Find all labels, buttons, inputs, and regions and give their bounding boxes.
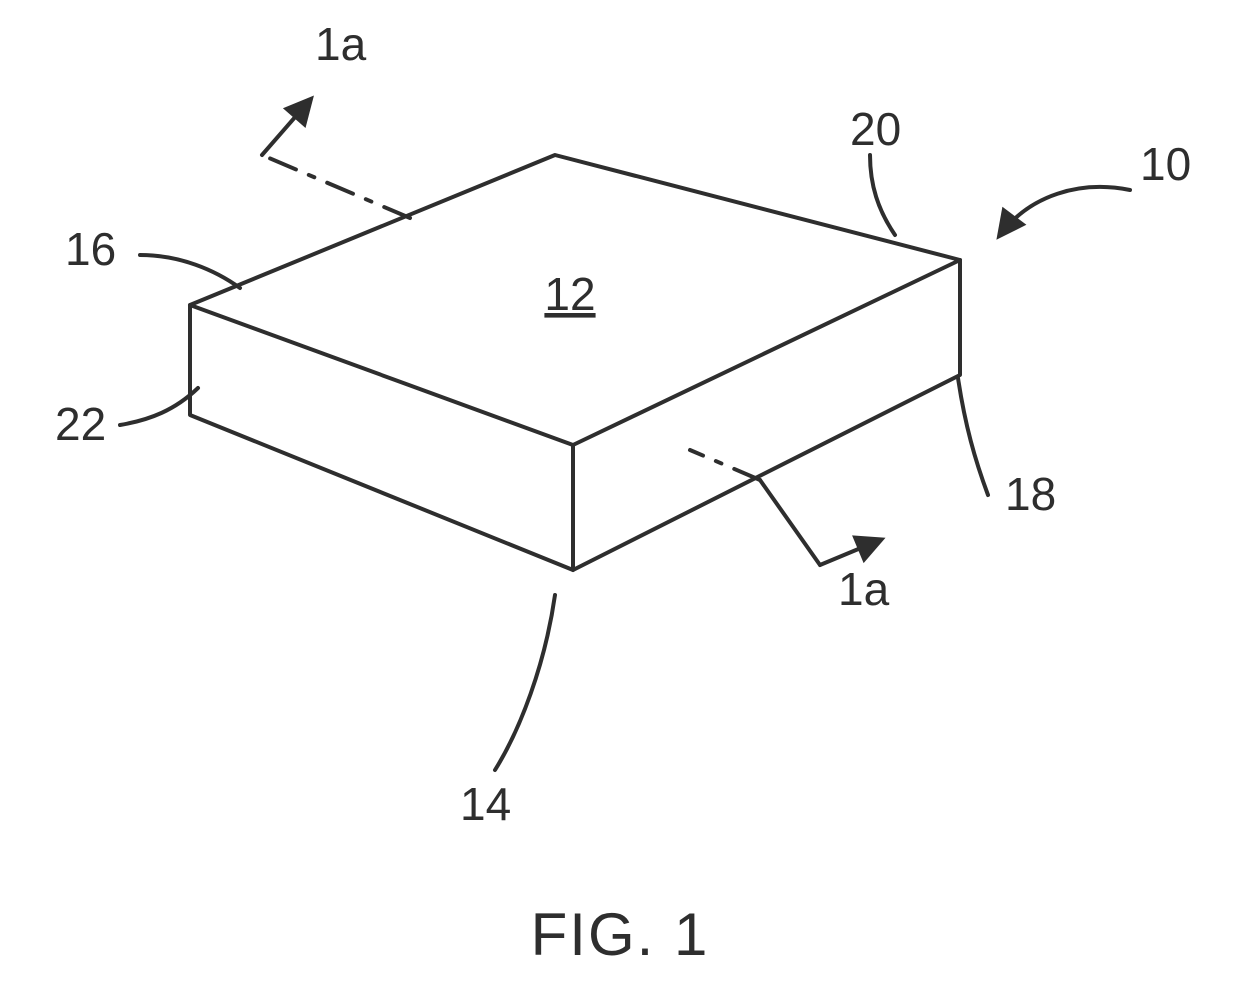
leader-20: [870, 155, 895, 235]
leader-16: [140, 255, 240, 288]
slab: [190, 155, 960, 570]
labels: 1a 1a 10 20 16 22 18 14 12: [55, 18, 1191, 830]
label-16: 16: [65, 223, 116, 275]
label-20: 20: [850, 103, 901, 155]
leaders: [120, 155, 1130, 770]
label-18: 18: [1005, 468, 1056, 520]
label-22: 22: [55, 398, 106, 450]
figure-svg: 1a 1a 10 20 16 22 18 14 12 FIG. 1: [0, 0, 1240, 1002]
leader-18: [958, 378, 988, 495]
leader-14: [495, 595, 555, 770]
leader-10: [1000, 187, 1130, 235]
slab-front-left-face: [190, 305, 573, 570]
label-14: 14: [460, 778, 511, 830]
label-1a-top: 1a: [315, 18, 367, 70]
leader-22: [120, 388, 198, 425]
label-10: 10: [1140, 138, 1191, 190]
label-12: 12: [544, 268, 595, 320]
label-1a-bottom: 1a: [838, 563, 890, 615]
slab-front-right-face: [573, 260, 960, 570]
figure-caption: FIG. 1: [531, 901, 710, 968]
